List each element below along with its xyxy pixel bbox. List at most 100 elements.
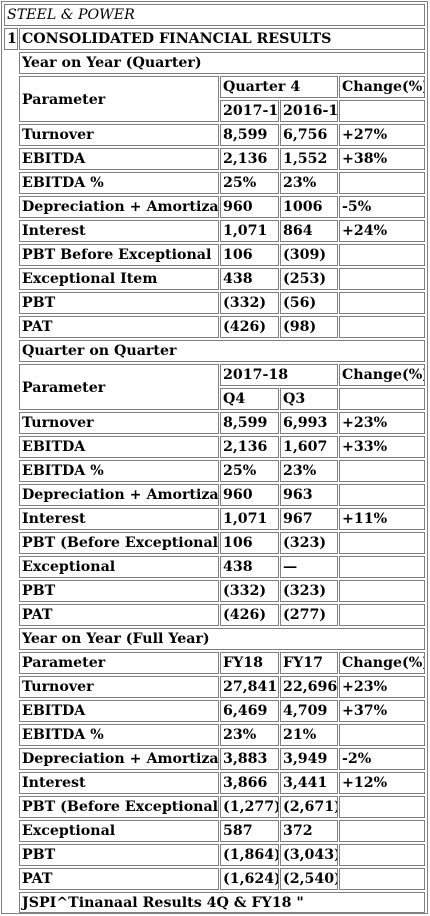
column-header-group: 2017-18 [220,364,338,386]
column-header-change: Change(%) [339,652,425,674]
row-value-change: +33% [339,436,425,458]
column-header-parameter: Parameter [19,364,219,410]
row-value-col2: 4,709 [280,700,338,722]
row-parameter: EBITDA % [19,724,219,746]
row-value-col2: (56) [280,292,338,314]
column-header-col2: FY17 [280,652,338,674]
row-parameter: PBT Before Exceptional [19,244,219,266]
column-header-empty [339,388,425,410]
row-value-col1: 2,136 [220,148,279,170]
column-header-col2: 2016-17 [280,100,338,122]
row-value-change: +11% [339,508,425,530]
row-parameter: Depreciation + Amortization [19,196,219,218]
column-header-empty [339,100,425,122]
row-parameter: Interest [19,508,219,530]
row-value-col2: 21% [280,724,338,746]
row-value-col1: 960 [220,484,279,506]
row-value-col2: 3,949 [280,748,338,770]
row-value-col1: 3,866 [220,772,279,794]
row-value-change [339,172,425,194]
row-value-change [339,292,425,314]
row-value-change: +37% [339,700,425,722]
row-parameter: Turnover [19,676,219,698]
document-title: CONSOLIDATED FINANCIAL RESULTS [19,28,425,50]
row-parameter: Exceptional Item [19,268,219,290]
section-heading: Quarter on Quarter [19,340,425,362]
row-value-change [339,556,425,578]
row-value-col1: (426) [220,316,279,338]
section-index: 1 [4,28,18,50]
row-value-col1: (1,864) [220,844,279,866]
row-value-col2: (323) [280,580,338,602]
row-value-change: -2% [339,748,425,770]
row-value-col2: (253) [280,268,338,290]
row-value-col1: 27,841 [220,676,279,698]
row-value-change [339,604,425,626]
row-parameter: PAT [19,316,219,338]
row-value-col2: 967 [280,508,338,530]
row-value-change [339,820,425,842]
row-parameter: Exceptional [19,556,219,578]
column-header-parameter: Parameter [19,652,219,674]
column-header-change: Change(%) [339,76,425,98]
row-value-col2: 1006 [280,196,338,218]
row-value-change: +27% [339,124,425,146]
row-parameter: Turnover [19,412,219,434]
row-value-change [339,532,425,554]
row-value-col2: 372 [280,820,338,842]
row-value-col1: 3,883 [220,748,279,770]
row-value-col2: (3,043) [280,844,338,866]
row-value-col2: 23% [280,460,338,482]
source-line: STEEL & POWER [4,4,425,26]
row-value-col1: 587 [220,820,279,842]
row-parameter: PBT [19,844,219,866]
row-value-col1: 1,071 [220,220,279,242]
column-header-parameter: Parameter [19,76,219,122]
row-value-col1: (332) [220,292,279,314]
row-value-col2: (309) [280,244,338,266]
row-value-change [339,484,425,506]
row-parameter: PBT [19,580,219,602]
row-parameter: Turnover [19,124,219,146]
row-value-col2: (98) [280,316,338,338]
row-value-col2: (2,671) [280,796,338,818]
row-value-col1: (332) [220,580,279,602]
row-value-col2: 1,607 [280,436,338,458]
row-value-col2: 3,441 [280,772,338,794]
row-value-col2: 6,993 [280,412,338,434]
row-value-change [339,580,425,602]
column-header-col1: Q4 [220,388,279,410]
row-parameter: EBITDA % [19,460,219,482]
row-parameter: PBT [19,292,219,314]
row-value-col1: (1,277) [220,796,279,818]
row-parameter: EBITDA [19,148,219,170]
row-value-col1: 6,469 [220,700,279,722]
row-value-change [339,724,425,746]
column-header-group: Quarter 4 [220,76,338,98]
row-value-change: -5% [339,196,425,218]
row-parameter: EBITDA [19,436,219,458]
row-parameter: EBITDA % [19,172,219,194]
row-value-change [339,796,425,818]
row-value-col1: 8,599 [220,412,279,434]
row-value-change: +24% [339,220,425,242]
row-value-change: +23% [339,676,425,698]
row-value-col1: (426) [220,604,279,626]
row-value-change: +12% [339,772,425,794]
row-value-col2: 6,756 [280,124,338,146]
row-value-col1: 8,599 [220,124,279,146]
row-parameter: Exceptional [19,820,219,842]
column-header-change: Change(%) [339,364,425,386]
row-value-change [339,460,425,482]
row-value-change [339,868,425,890]
row-value-col1: 106 [220,532,279,554]
column-header-col1: 2017-18 [220,100,279,122]
row-value-col1: 2,136 [220,436,279,458]
row-value-change: +38% [339,148,425,170]
row-value-col1: 25% [220,172,279,194]
row-value-change [339,244,425,266]
row-parameter: PAT [19,604,219,626]
row-value-col1: 1,071 [220,508,279,530]
row-value-col2: (2,540) [280,868,338,890]
